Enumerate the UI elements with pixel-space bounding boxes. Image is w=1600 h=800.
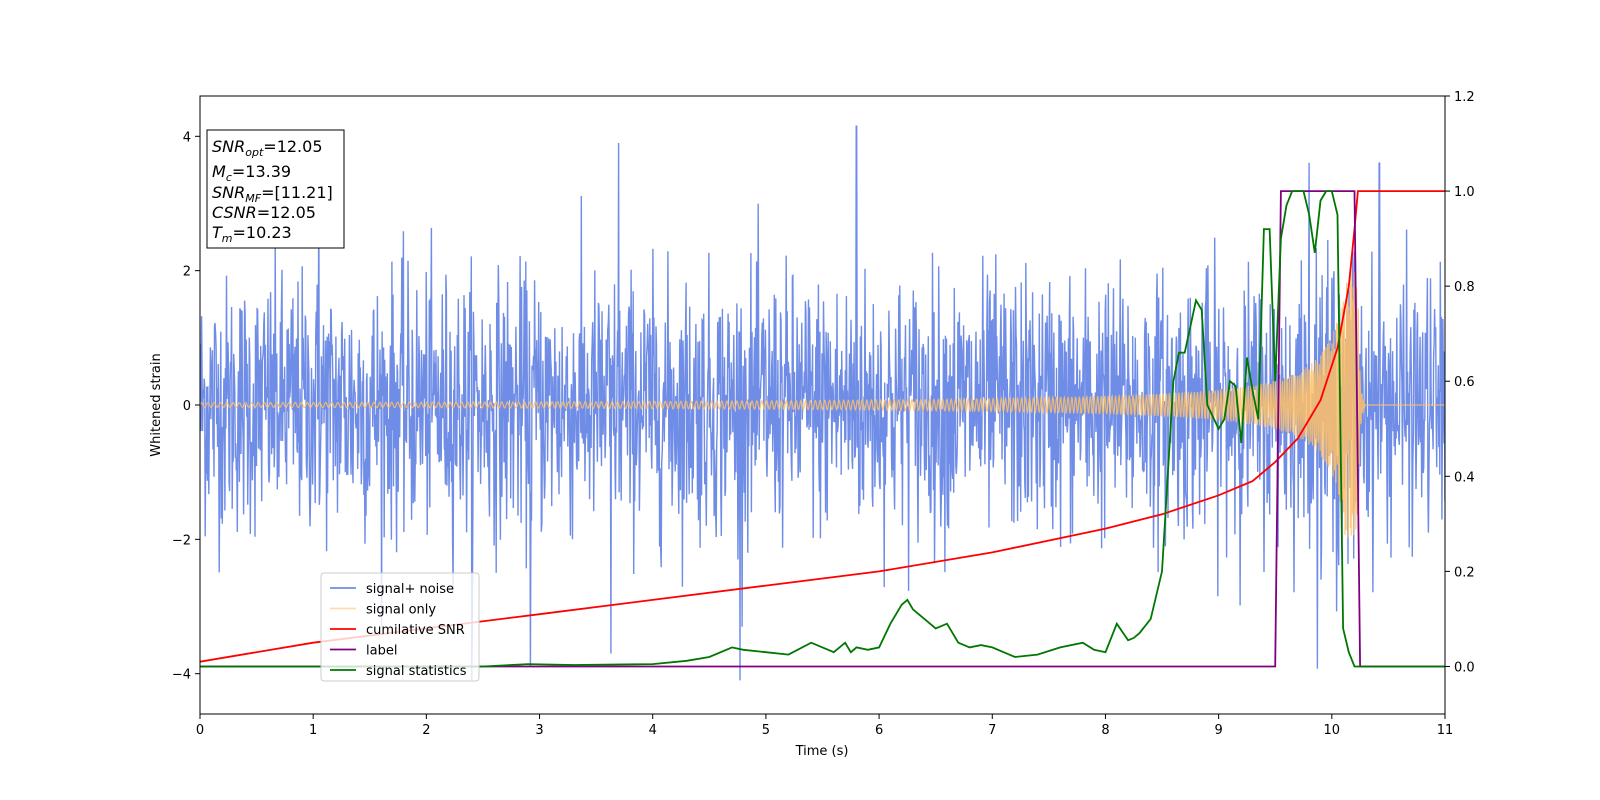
legend-entry: signal+ noise xyxy=(366,582,454,597)
x-axis: 0 1 2 3 4 5 6 7 8 9 10 11 xyxy=(196,714,1453,738)
legend: signal+ noise signal only cumilative SNR la… xyxy=(320,572,480,682)
x-tick-label: 2 xyxy=(422,723,430,738)
legend-frame xyxy=(320,572,480,682)
y-tick-label: −2 xyxy=(172,533,191,548)
series-cumilative-snr xyxy=(200,190,1445,663)
y-axis-left: −4 −2 0 2 4 xyxy=(172,130,200,683)
y-right-tick-label: 0.2 xyxy=(1454,565,1475,580)
y-tick-label: −4 xyxy=(172,668,191,683)
x-tick-label: 5 xyxy=(762,723,770,738)
info-snr-opt: SNRopt=12.05 xyxy=(212,137,323,159)
series-signal-only xyxy=(200,270,1445,539)
x-tick-label: 11 xyxy=(1437,723,1454,738)
legend-entry: signal statistics xyxy=(366,664,467,679)
x-tick-label: 8 xyxy=(1101,723,1109,738)
x-axis-label: Time (s) xyxy=(795,744,849,759)
info-mc: Mc=13.39 xyxy=(212,162,291,184)
y-axis-label: Whitened strain xyxy=(149,353,164,456)
x-tick-label: 0 xyxy=(196,723,204,738)
y-right-tick-label: 0.4 xyxy=(1454,470,1475,485)
info-box-frame xyxy=(206,129,345,249)
y-right-tick-label: 0.0 xyxy=(1454,660,1475,675)
x-tick-label: 1 xyxy=(309,723,317,738)
x-tick-label: 9 xyxy=(1214,723,1222,738)
x-tick-label: 3 xyxy=(535,723,543,738)
series-layer xyxy=(200,125,1445,681)
x-tick-label: 7 xyxy=(988,723,996,738)
info-csnr: CSNR=12.05 xyxy=(212,203,316,222)
y-tick-label: 4 xyxy=(183,130,191,145)
y-right-tick-label: 0.8 xyxy=(1454,280,1475,295)
y-tick-label: 0 xyxy=(183,399,191,414)
info-box: SNRopt=12.05 Mc=13.39 SNRMF=[11.21] CSNR… xyxy=(206,129,345,249)
x-tick-label: 4 xyxy=(649,723,657,738)
legend-entry: cumilative SNR xyxy=(366,623,465,638)
series-signal-noise xyxy=(200,125,1445,681)
legend-entry: signal only xyxy=(366,603,436,618)
x-tick-label: 6 xyxy=(875,723,883,738)
y-tick-label: 2 xyxy=(183,265,191,280)
legend-entry: label xyxy=(366,644,397,659)
y-right-tick-label: 1.0 xyxy=(1454,185,1475,200)
info-snr-mf: SNRMF=[11.21] xyxy=(212,183,333,205)
y-right-tick-label: 1.2 xyxy=(1454,90,1475,105)
x-tick-label: 10 xyxy=(1324,723,1341,738)
y-axis-right: 0.0 0.2 0.4 0.6 0.8 1.0 1.2 xyxy=(1445,90,1475,675)
series-signal-statistics xyxy=(200,190,1445,668)
info-tm: Tm=10.23 xyxy=(212,223,292,245)
y-right-tick-label: 0.6 xyxy=(1454,375,1475,390)
